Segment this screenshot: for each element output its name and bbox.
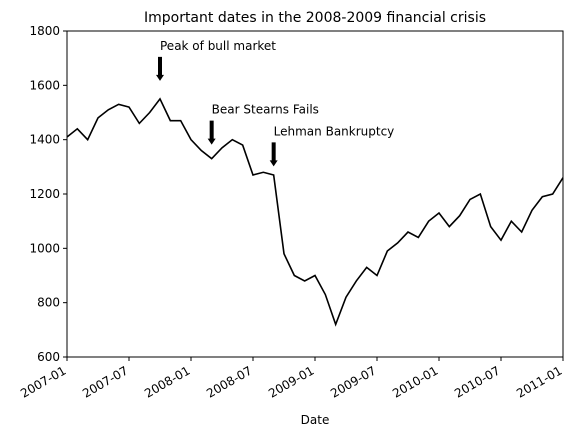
chart-title: Important dates in the 2008-2009 financi… <box>144 10 486 26</box>
x-tick-label: 2009-01 <box>266 363 316 400</box>
x-axis-label: Date <box>301 413 330 427</box>
y-tick-label: 1600 <box>29 78 60 92</box>
y-tick-label: 1800 <box>29 24 60 38</box>
x-tick-label: 2007-07 <box>80 363 130 400</box>
x-tick-label: 2007-01 <box>18 363 68 400</box>
x-tick-label: 2008-01 <box>142 363 192 400</box>
annotation-arrow <box>269 142 278 167</box>
y-tick-label: 1000 <box>29 241 60 255</box>
x-tick-label: 2010-01 <box>390 363 440 400</box>
data-line <box>66 97 564 327</box>
annotation-arrow <box>207 120 216 145</box>
annotation-text: Lehman Bankruptcy <box>274 124 395 138</box>
plot-frame <box>66 30 564 358</box>
y-tick-label: 1400 <box>29 133 60 147</box>
y-tick-label: 800 <box>37 296 60 310</box>
x-tick-label: 2008-07 <box>204 363 254 400</box>
annotation-text: Peak of bull market <box>160 39 276 53</box>
x-tick-label: 2010-07 <box>452 363 502 400</box>
y-tick-label: 600 <box>37 350 60 364</box>
y-tick-label: 1200 <box>29 187 60 201</box>
x-tick-label: 2009-07 <box>328 363 378 400</box>
annotation-text: Bear Stearns Fails <box>212 103 319 117</box>
x-tick-label: 2011-01 <box>514 363 564 400</box>
annotation-arrow <box>156 56 164 81</box>
